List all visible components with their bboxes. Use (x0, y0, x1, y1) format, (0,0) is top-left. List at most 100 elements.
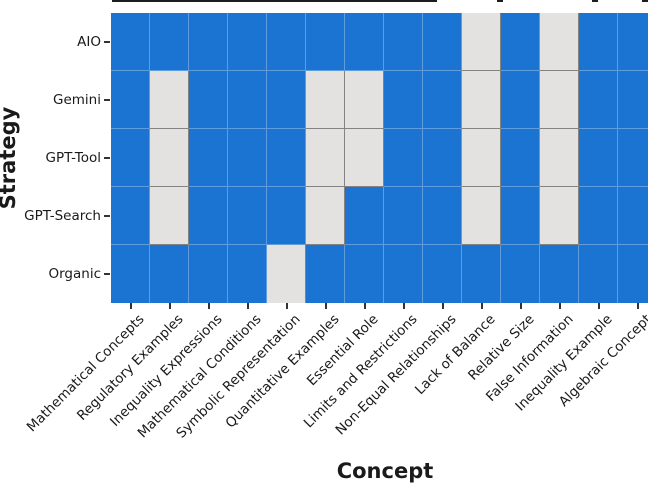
x-tick-mark (207, 303, 210, 309)
x-tick-mark (636, 303, 639, 309)
y-tick-label: GPT-Search (24, 208, 101, 224)
cropped-title-fragment (497, 0, 503, 2)
heatmap-cell (423, 129, 462, 187)
heatmap-cell (501, 187, 540, 245)
heatmap-cell (111, 187, 150, 245)
y-tick-mark (104, 99, 110, 101)
heatmap-cell (579, 187, 618, 245)
heatmap-cell (345, 13, 384, 71)
heatmap-cell (189, 245, 228, 303)
x-tick-mark (363, 303, 366, 309)
x-tick-mark (519, 303, 522, 309)
heatmap-cell (345, 187, 384, 245)
heatmap-cell (618, 245, 648, 303)
heatmap-cell (618, 129, 648, 187)
heatmap-cell (501, 71, 540, 129)
y-tick-label: Organic (48, 266, 101, 282)
heatmap-cell (306, 245, 345, 303)
heatmap-cell (618, 71, 648, 129)
heatmap-cell (540, 13, 579, 71)
x-tick-mark (441, 303, 444, 309)
heatmap-cell (150, 129, 189, 187)
heatmap-cell (423, 71, 462, 129)
cropped-title-fragment (112, 0, 437, 2)
y-tick-mark (104, 41, 110, 43)
x-tick-mark (246, 303, 249, 309)
cropped-title-fragment (592, 0, 598, 2)
heatmap-cell (462, 71, 501, 129)
heatmap-cell (462, 187, 501, 245)
x-tick-mark (168, 303, 171, 309)
heatmap-cell (111, 245, 150, 303)
heatmap-cell (306, 71, 345, 129)
y-tick-label: AIO (77, 34, 101, 50)
x-tick-mark (480, 303, 483, 309)
heatmap-cell (345, 129, 384, 187)
heatmap-cell (267, 71, 306, 129)
heatmap-cell (306, 129, 345, 187)
heatmap-cell (267, 187, 306, 245)
heatmap-cell (228, 13, 267, 71)
heatmap-cell (189, 13, 228, 71)
heatmap-cell (111, 129, 150, 187)
heatmap-cell (111, 13, 150, 71)
y-tick-mark (104, 215, 110, 217)
heatmap-plot-area (111, 13, 648, 303)
y-tick-label: Gemini (53, 92, 101, 108)
heatmap-cell (618, 187, 648, 245)
heatmap-cell (501, 129, 540, 187)
heatmap-cell (423, 13, 462, 71)
heatmap-cell (111, 71, 150, 129)
cropped-title-fragment (642, 0, 648, 2)
heatmap-cell (540, 245, 579, 303)
heatmap-cell (150, 71, 189, 129)
y-tick-mark (104, 273, 110, 275)
heatmap-cell (579, 245, 618, 303)
heatmap-cell (150, 245, 189, 303)
heatmap-cell (345, 245, 384, 303)
heatmap-cell (501, 245, 540, 303)
heatmap-cell (423, 245, 462, 303)
heatmap-cell (384, 245, 423, 303)
y-axis-title: Strategy (0, 106, 20, 210)
heatmap-cell (150, 187, 189, 245)
heatmap-cell (540, 187, 579, 245)
heatmap-cell (306, 13, 345, 71)
heatmap-cell (579, 13, 618, 71)
heatmap-cell (384, 129, 423, 187)
heatmap-cell (345, 71, 384, 129)
heatmap-cell (462, 13, 501, 71)
heatmap-cell (228, 187, 267, 245)
heatmap-cell (462, 129, 501, 187)
heatmap-cell (228, 129, 267, 187)
heatmap-cell (267, 129, 306, 187)
heatmap-cell (267, 13, 306, 71)
x-tick-mark (285, 303, 288, 309)
x-tick-mark (558, 303, 561, 309)
y-tick-mark (104, 157, 110, 159)
heatmap-cell (150, 13, 189, 71)
heatmap-cell (384, 13, 423, 71)
heatmap-cell (228, 71, 267, 129)
heatmap-cell (189, 71, 228, 129)
heatmap-cell (384, 187, 423, 245)
x-axis-title: Concept (336, 459, 434, 483)
heatmap-cell (306, 187, 345, 245)
x-tick-mark (129, 303, 132, 309)
heatmap-cell (423, 187, 462, 245)
heatmap-cell (462, 245, 501, 303)
y-tick-label: GPT-Tool (45, 150, 101, 166)
heatmap-cell (228, 245, 267, 303)
heatmap-cell (189, 129, 228, 187)
heatmap-cell (540, 129, 579, 187)
x-tick-mark (402, 303, 405, 309)
heatmap-cell (540, 71, 579, 129)
heatmap-cell (579, 71, 618, 129)
heatmap-cell (579, 129, 618, 187)
heatmap-cell (267, 245, 306, 303)
heatmap-cell (189, 187, 228, 245)
heatmap-cell (501, 13, 540, 71)
x-tick-mark (597, 303, 600, 309)
x-tick-mark (324, 303, 327, 309)
